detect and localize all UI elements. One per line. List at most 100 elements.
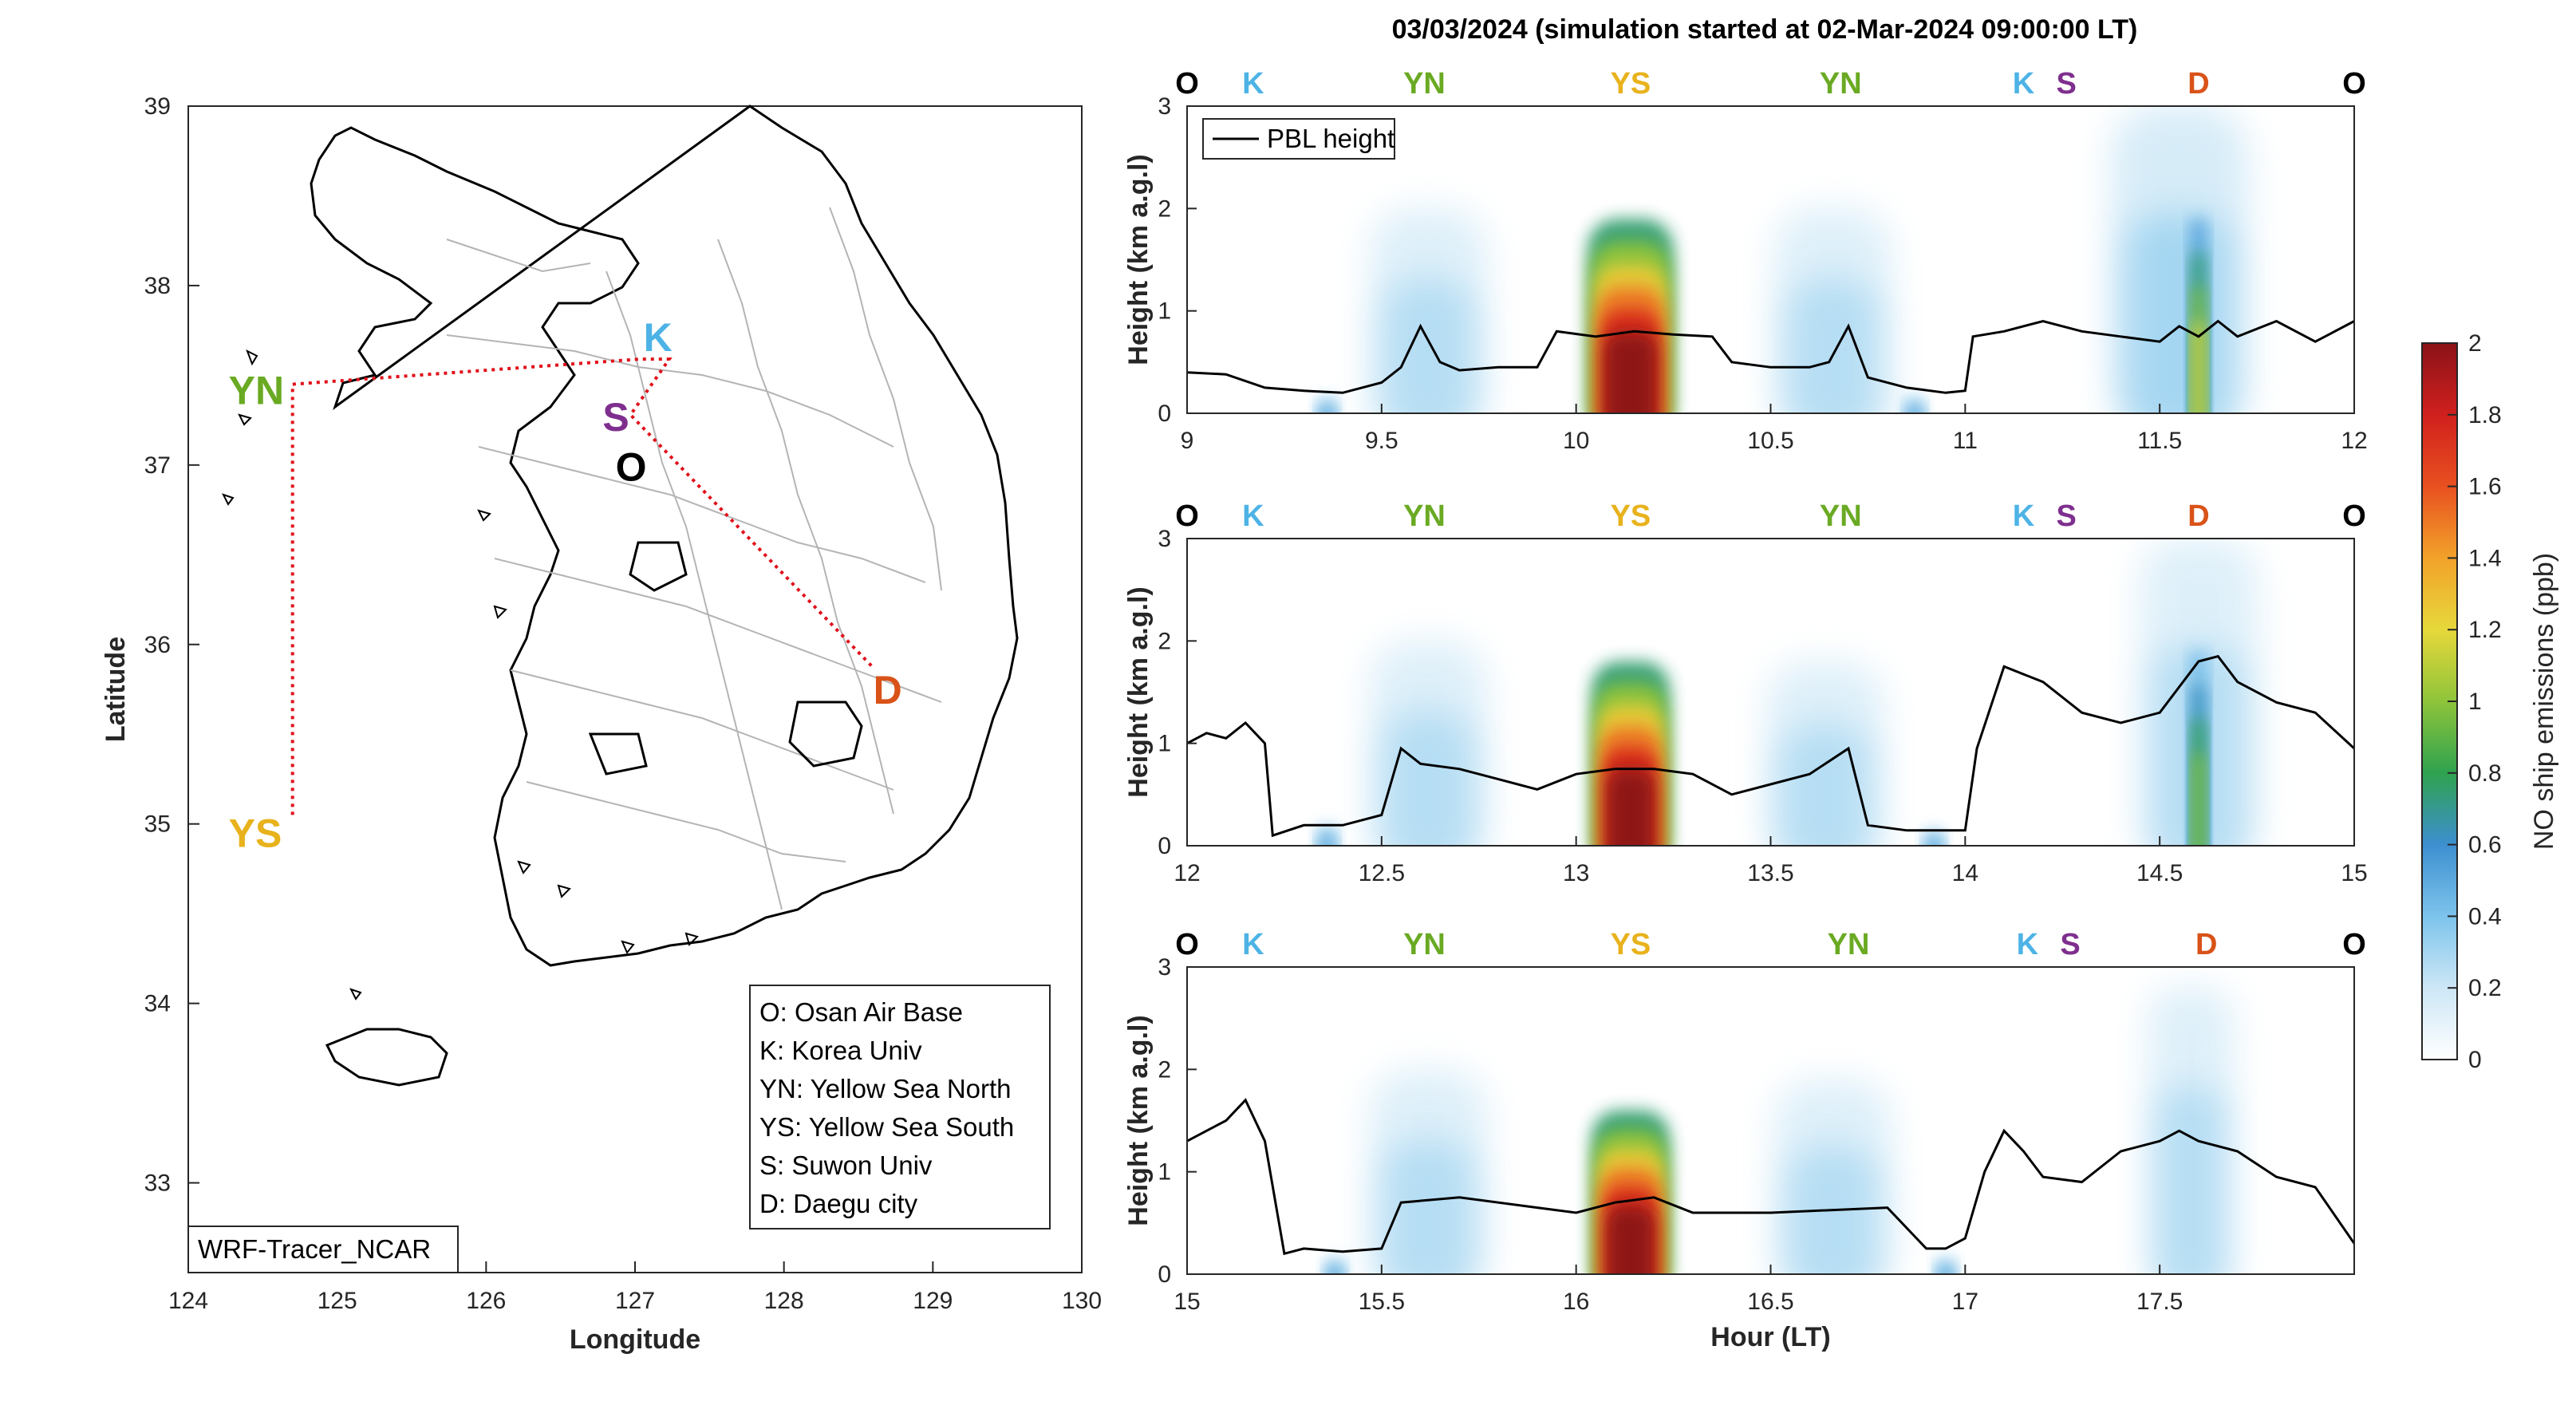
site-legend: O: Osan Air Base K: Korea Univ YN: Yellow … <box>759 997 1014 1218</box>
map-xtick-label: 129 <box>913 1288 953 1314</box>
colorbar-tick-label: 0.2 <box>2468 975 2502 1001</box>
site-legend-item: S: Suwon Univ <box>759 1151 933 1180</box>
plume-layer <box>1383 1141 1474 1274</box>
site-marker-yn: YN <box>1820 67 1862 101</box>
xtick-label: 17 <box>1952 1289 1978 1315</box>
site-marker-s: S <box>2060 928 2080 961</box>
plume-layer <box>1327 1264 1343 1274</box>
province-borders <box>446 207 942 910</box>
xtick-label: 12 <box>1174 860 1200 886</box>
map-ytick-label: 38 <box>144 273 171 299</box>
map-xtick-label: 126 <box>466 1288 506 1314</box>
xtick-label: 9 <box>1181 428 1194 454</box>
site-marker-yn: YN <box>1403 499 1446 533</box>
ylabel: Height (km a.g.l) <box>1123 1015 1154 1226</box>
map-xtick-label: 125 <box>318 1288 357 1314</box>
colorbar-tick-label: 1.6 <box>2468 474 2502 500</box>
heatmap-panel-3: 15 15.5 16 16.5 17 17.5 0 1 2 3 Height (km a.g.l) H… <box>1123 928 2366 1352</box>
xtick-label: 13.5 <box>1747 860 1793 886</box>
plume-layer <box>1604 332 1658 413</box>
xtick-label: 14 <box>1952 860 1978 886</box>
flight-track <box>290 357 875 815</box>
plume-layer <box>1787 280 1879 413</box>
xtick-label: 16.5 <box>1747 1289 1793 1315</box>
figure-title: 03/03/2024 (simulation started at 02-Mar… <box>1392 14 2138 45</box>
ytick-label: 0 <box>1158 401 1171 427</box>
map-ytick-label: 33 <box>144 1170 171 1197</box>
site-marker-d: D <box>2187 499 2209 533</box>
korea-outline <box>222 105 1019 1087</box>
plume-layer <box>1320 832 1335 846</box>
site-legend-box <box>749 985 1051 1229</box>
xtick-label: 11 <box>1953 428 1978 454</box>
colorbar-tick-label: 1.4 <box>2468 545 2502 571</box>
map-ylabel: Latitude <box>101 637 131 742</box>
city-boundaries <box>588 541 863 776</box>
ytick-label: 3 <box>1158 526 1171 552</box>
xtick-label: 9.5 <box>1365 428 1398 454</box>
site-legend-item: D: Daegu city <box>759 1189 918 1218</box>
jeju-island <box>325 1028 448 1087</box>
plume-layer <box>1317 825 1337 846</box>
ytick-label: 2 <box>1158 195 1171 222</box>
ytick-label: 0 <box>1158 833 1171 859</box>
site-marker-yn: YN <box>1820 499 1862 533</box>
ytick-label: 0 <box>1158 1261 1171 1288</box>
concentration-field <box>1317 539 2258 846</box>
map-sites: O K YN YS S D <box>229 315 902 855</box>
colorbar-tick-label: 0.6 <box>2468 832 2502 858</box>
colorbar: 0 0.2 0.4 0.6 0.8 1 1.2 1.4 1.6 1.8 2 NO ship emis… <box>2421 330 2559 1073</box>
colorbar-tick-label: 0.4 <box>2468 903 2502 930</box>
site-marker-k: K <box>1242 928 1264 961</box>
ytick-label: 2 <box>1158 628 1171 654</box>
colorbar-tick-label: 1.8 <box>2468 402 2502 428</box>
site-legend-item: YN: Yellow Sea North <box>759 1074 1012 1103</box>
map-xlabel: Longitude <box>570 1324 700 1355</box>
xtick-label: 17.5 <box>2136 1289 2183 1315</box>
islands <box>222 349 699 1001</box>
site-legend-item: O: Osan Air Base <box>759 997 963 1027</box>
site-marker-ys: YS <box>1611 499 1651 533</box>
map-ytick-label: 34 <box>144 991 171 1017</box>
plume-layer <box>1320 403 1335 413</box>
site-marker-k: K <box>1242 67 1264 101</box>
ytick-label: 1 <box>1158 298 1171 325</box>
site-marker-k: K <box>1242 499 1264 533</box>
colorbar-tick-label: 0 <box>2468 1047 2482 1073</box>
site-marker-k: K <box>2017 928 2039 961</box>
map-xtick-label: 130 <box>1062 1288 1102 1314</box>
plume-layer <box>1787 1147 1879 1274</box>
pbl-legend: PBL height <box>1202 118 1395 160</box>
colorbar-tick-label: 0.8 <box>2468 760 2502 787</box>
map-site-s: S <box>602 395 629 440</box>
xtick-label: 13 <box>1563 860 1589 886</box>
site-marker-s: S <box>2056 499 2076 533</box>
xtick-label: 15 <box>1174 1289 1200 1315</box>
site-marker-o: O <box>1175 499 1199 533</box>
xtick-label: 10.5 <box>1747 428 1793 454</box>
map-site-k: K <box>644 315 673 360</box>
site-marker-d: D <box>2187 67 2209 101</box>
colorbar-tick-label: 2 <box>2468 330 2482 357</box>
plume-layer <box>1606 768 1655 846</box>
plume-layer <box>1907 403 1923 413</box>
site-marker-yn: YN <box>1403 67 1446 101</box>
ytick-label: 3 <box>1158 93 1171 120</box>
site-marker-s: S <box>2056 67 2076 101</box>
plume-layer <box>1938 1264 1954 1274</box>
coastline <box>310 105 1019 967</box>
xlabel: Hour (LT) <box>1710 1322 1830 1352</box>
map-xtick-label: 127 <box>615 1288 655 1314</box>
ylabel: Height (km a.g.l) <box>1123 586 1154 797</box>
map-ytick-label: 35 <box>144 811 171 838</box>
site-marker-yn: YN <box>1828 928 1870 961</box>
colorbar-tick-label: 1 <box>2468 689 2482 715</box>
site-marker-o: O <box>1175 67 1199 101</box>
plume-layer <box>1383 712 1474 846</box>
plume-layer <box>1926 835 1942 846</box>
map-site-d: D <box>874 668 902 712</box>
site-legend-item: YS: Yellow Sea South <box>759 1112 1014 1142</box>
map-site-ys: YS <box>229 811 282 855</box>
